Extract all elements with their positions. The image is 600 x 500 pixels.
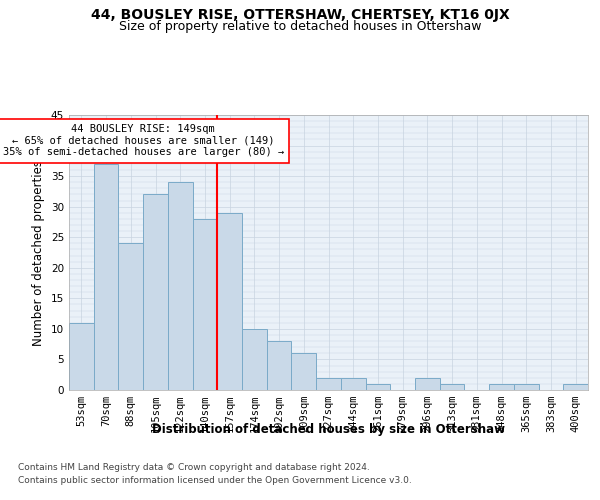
Y-axis label: Number of detached properties: Number of detached properties: [32, 160, 46, 346]
Bar: [168, 182, 193, 390]
Text: Distribution of detached houses by size in Ottershaw: Distribution of detached houses by size …: [152, 422, 505, 436]
Bar: [415, 378, 440, 390]
Bar: [118, 244, 143, 390]
Text: Size of property relative to detached houses in Ottershaw: Size of property relative to detached ho…: [119, 20, 481, 33]
Bar: [267, 341, 292, 390]
Bar: [143, 194, 168, 390]
Bar: [94, 164, 118, 390]
Bar: [242, 329, 267, 390]
Text: 44 BOUSLEY RISE: 149sqm
← 65% of detached houses are smaller (149)
35% of semi-d: 44 BOUSLEY RISE: 149sqm ← 65% of detache…: [2, 124, 284, 158]
Bar: [365, 384, 390, 390]
Bar: [292, 354, 316, 390]
Bar: [341, 378, 365, 390]
Text: Contains public sector information licensed under the Open Government Licence v3: Contains public sector information licen…: [18, 476, 412, 485]
Bar: [514, 384, 539, 390]
Text: 44, BOUSLEY RISE, OTTERSHAW, CHERTSEY, KT16 0JX: 44, BOUSLEY RISE, OTTERSHAW, CHERTSEY, K…: [91, 8, 509, 22]
Text: Contains HM Land Registry data © Crown copyright and database right 2024.: Contains HM Land Registry data © Crown c…: [18, 462, 370, 471]
Bar: [193, 219, 217, 390]
Bar: [489, 384, 514, 390]
Bar: [316, 378, 341, 390]
Bar: [440, 384, 464, 390]
Bar: [69, 323, 94, 390]
Bar: [217, 213, 242, 390]
Bar: [563, 384, 588, 390]
